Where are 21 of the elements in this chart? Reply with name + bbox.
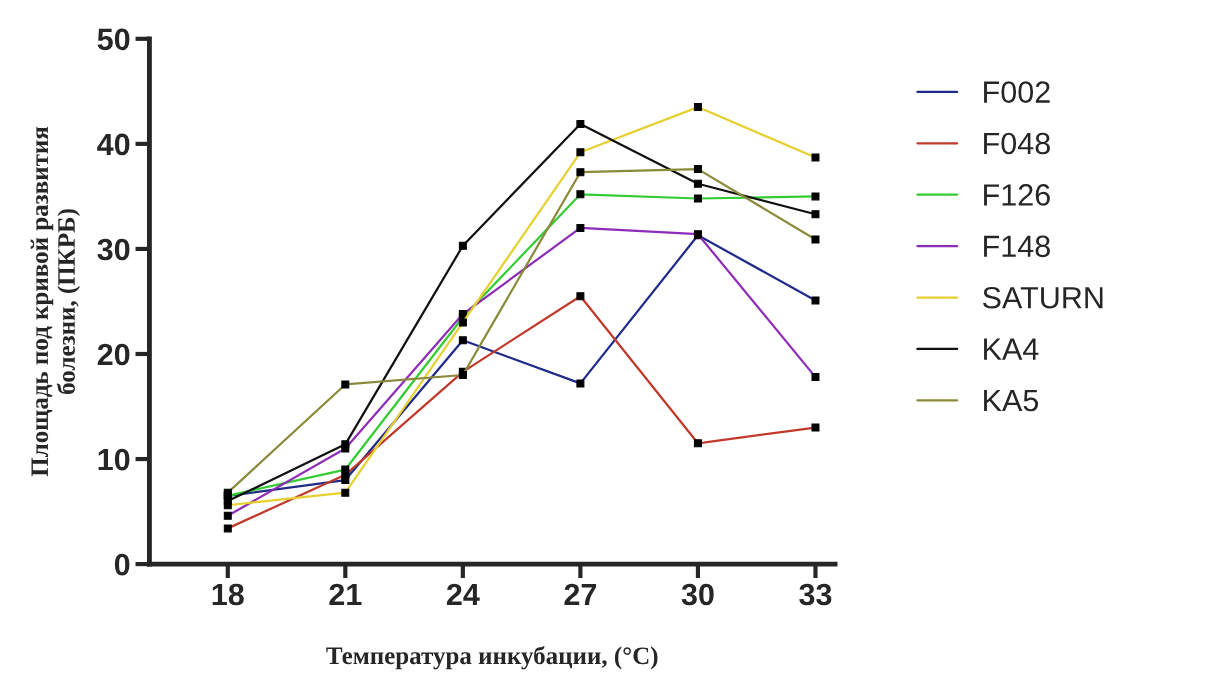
y-tick-label: 0 (114, 553, 130, 576)
y-tick-label: 30 (97, 238, 130, 261)
legend-label: KA5 (984, 390, 1039, 412)
x-tick-label: 24 (446, 583, 480, 605)
x-tick-label: 30 (681, 583, 714, 606)
legend-label: KA4 (984, 338, 1039, 360)
x-tick-label: 18 (212, 583, 244, 606)
x-tick-label: 21 (329, 583, 362, 605)
x-tick-label: 27 (564, 583, 597, 605)
legend-label: F148 (984, 235, 1050, 258)
y-tick-label: 20 (97, 343, 130, 366)
legend-label: F002 (984, 81, 1050, 103)
y-tick-label: 10 (98, 448, 130, 471)
legend-label: SATURN (982, 286, 1103, 309)
legend-label: F048 (984, 132, 1050, 155)
x-tick-label: 33 (799, 583, 832, 606)
y-tick-label: 50 (97, 28, 130, 51)
y-tick-label: 40 (97, 133, 130, 156)
legend-label: F126 (984, 184, 1050, 206)
x-axis-title: Температура инкубации, (°C) (326, 646, 658, 670)
y-axis-title: Площадь под кривой развития болезни, (ПКРБ) (30, 126, 81, 477)
